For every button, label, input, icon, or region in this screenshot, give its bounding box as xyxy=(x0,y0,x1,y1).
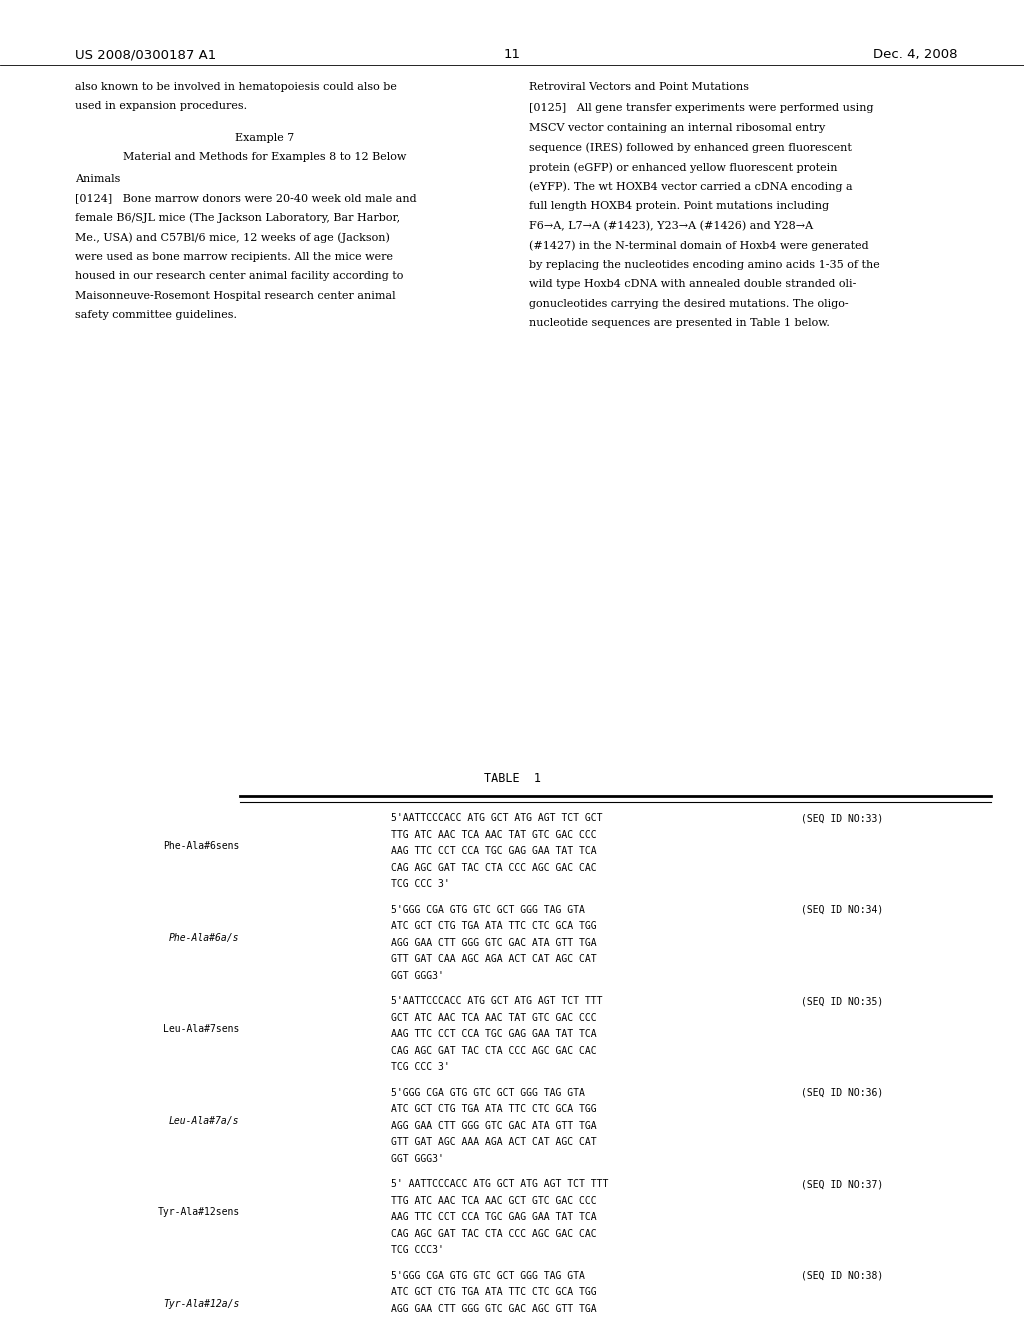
Text: (SEQ ID NO:35): (SEQ ID NO:35) xyxy=(801,997,883,1006)
Text: (SEQ ID NO:34): (SEQ ID NO:34) xyxy=(801,904,883,915)
Text: sequence (IRES) followed by enhanced green fluorescent: sequence (IRES) followed by enhanced gre… xyxy=(529,143,852,153)
Text: GCT ATC AAC TCA AAC TAT GTC GAC CCC: GCT ATC AAC TCA AAC TAT GTC GAC CCC xyxy=(391,1012,597,1023)
Text: Tyr-Ala#12a/s: Tyr-Ala#12a/s xyxy=(163,1299,240,1309)
Text: [0124]   Bone marrow donors were 20-40 week old male and: [0124] Bone marrow donors were 20-40 wee… xyxy=(75,193,417,203)
Text: GTT GAT CAA AGC AGA ACT CAT AGC CAT: GTT GAT CAA AGC AGA ACT CAT AGC CAT xyxy=(391,954,597,964)
Text: TABLE  1: TABLE 1 xyxy=(483,772,541,785)
Text: Example 7: Example 7 xyxy=(234,132,294,143)
Text: F6→A, L7→A (#1423), Y23→A (#1426) and Y28→A: F6→A, L7→A (#1423), Y23→A (#1426) and Y2… xyxy=(529,220,813,231)
Text: 5'AATTCCCACC ATG GCT ATG AGT TCT GCT: 5'AATTCCCACC ATG GCT ATG AGT TCT GCT xyxy=(391,813,603,824)
Text: 5'GGG CGA GTG GTC GCT GGG TAG GTA: 5'GGG CGA GTG GTC GCT GGG TAG GTA xyxy=(391,1271,585,1280)
Text: (SEQ ID NO:36): (SEQ ID NO:36) xyxy=(801,1088,883,1098)
Text: safety committee guidelines.: safety committee guidelines. xyxy=(75,310,237,321)
Text: AAG TTC CCT CCA TGC GAG GAA TAT TCA: AAG TTC CCT CCA TGC GAG GAA TAT TCA xyxy=(391,1030,597,1039)
Text: full length HOXB4 protein. Point mutations including: full length HOXB4 protein. Point mutatio… xyxy=(529,201,829,211)
Text: Phe-Ala#6a/s: Phe-Ala#6a/s xyxy=(169,933,240,942)
Text: CAG AGC GAT TAC CTA CCC AGC GAC CAC: CAG AGC GAT TAC CTA CCC AGC GAC CAC xyxy=(391,1229,597,1239)
Text: Leu-Ala#7a/s: Leu-Ala#7a/s xyxy=(169,1115,240,1126)
Text: GTT GAT AGC AAA AGA ACT CAT AGC CAT: GTT GAT AGC AAA AGA ACT CAT AGC CAT xyxy=(391,1138,597,1147)
Text: AGG GAA CTT GGG GTC GAC ATA GTT TGA: AGG GAA CTT GGG GTC GAC ATA GTT TGA xyxy=(391,937,597,948)
Text: TTG ATC AAC TCA AAC TAT GTC GAC CCC: TTG ATC AAC TCA AAC TAT GTC GAC CCC xyxy=(391,830,597,840)
Text: 5'GGG CGA GTG GTC GCT GGG TAG GTA: 5'GGG CGA GTG GTC GCT GGG TAG GTA xyxy=(391,904,585,915)
Text: 11: 11 xyxy=(504,49,520,61)
Text: TTG ATC AAC TCA AAC GCT GTC GAC CCC: TTG ATC AAC TCA AAC GCT GTC GAC CCC xyxy=(391,1196,597,1206)
Text: 5'AATTCCCACC ATG GCT ATG AGT TCT TTT: 5'AATTCCCACC ATG GCT ATG AGT TCT TTT xyxy=(391,997,603,1006)
Text: GGT GGG3': GGT GGG3' xyxy=(391,1154,444,1164)
Text: Retroviral Vectors and Point Mutations: Retroviral Vectors and Point Mutations xyxy=(529,82,750,92)
Text: (SEQ ID NO:38): (SEQ ID NO:38) xyxy=(801,1271,883,1280)
Text: Material and Methods for Examples 8 to 12 Below: Material and Methods for Examples 8 to 1… xyxy=(123,152,406,162)
Text: 5'GGG CGA GTG GTC GCT GGG TAG GTA: 5'GGG CGA GTG GTC GCT GGG TAG GTA xyxy=(391,1088,585,1098)
Text: (#1427) in the N-terminal domain of Hoxb4 were generated: (#1427) in the N-terminal domain of Hoxb… xyxy=(529,240,869,251)
Text: ATC GCT CTG TGA ATA TTC CTC GCA TGG: ATC GCT CTG TGA ATA TTC CTC GCA TGG xyxy=(391,1105,597,1114)
Text: (eYFP). The wt HOXB4 vector carried a cDNA encoding a: (eYFP). The wt HOXB4 vector carried a cD… xyxy=(529,181,853,191)
Text: US 2008/0300187 A1: US 2008/0300187 A1 xyxy=(75,49,216,61)
Text: (SEQ ID NO:33): (SEQ ID NO:33) xyxy=(801,813,883,824)
Text: CAG AGC GAT TAC CTA CCC AGC GAC CAC: CAG AGC GAT TAC CTA CCC AGC GAC CAC xyxy=(391,1045,597,1056)
Text: female B6/SJL mice (The Jackson Laboratory, Bar Harbor,: female B6/SJL mice (The Jackson Laborato… xyxy=(75,213,400,223)
Text: AGG GAA CTT GGG GTC GAC AGC GTT TGA: AGG GAA CTT GGG GTC GAC AGC GTT TGA xyxy=(391,1304,597,1313)
Text: protein (eGFP) or enhanced yellow fluorescent protein: protein (eGFP) or enhanced yellow fluore… xyxy=(529,162,838,173)
Text: Tyr-Ala#12sens: Tyr-Ala#12sens xyxy=(158,1208,240,1217)
Text: CAG AGC GAT TAC CTA CCC AGC GAC CAC: CAG AGC GAT TAC CTA CCC AGC GAC CAC xyxy=(391,863,597,873)
Text: housed in our research center animal facility according to: housed in our research center animal fac… xyxy=(75,272,403,281)
Text: MSCV vector containing an internal ribosomal entry: MSCV vector containing an internal ribos… xyxy=(529,123,825,133)
Text: Phe-Ala#6sens: Phe-Ala#6sens xyxy=(163,841,240,851)
Text: Me., USA) and C57Bl/6 mice, 12 weeks of age (Jackson): Me., USA) and C57Bl/6 mice, 12 weeks of … xyxy=(75,232,389,243)
Text: AAG TTC CCT CCA TGC GAG GAA TAT TCA: AAG TTC CCT CCA TGC GAG GAA TAT TCA xyxy=(391,846,597,857)
Text: TCG CCC 3': TCG CCC 3' xyxy=(391,1063,450,1072)
Text: ATC GCT CTG TGA ATA TTC CTC GCA TGG: ATC GCT CTG TGA ATA TTC CTC GCA TGG xyxy=(391,921,597,931)
Text: 5' AATTCCCACC ATG GCT ATG AGT TCT TTT: 5' AATTCCCACC ATG GCT ATG AGT TCT TTT xyxy=(391,1180,608,1189)
Text: Animals: Animals xyxy=(75,174,120,183)
Text: (SEQ ID NO:37): (SEQ ID NO:37) xyxy=(801,1180,883,1189)
Text: AGG GAA CTT GGG GTC GAC ATA GTT TGA: AGG GAA CTT GGG GTC GAC ATA GTT TGA xyxy=(391,1121,597,1131)
Text: nucleotide sequences are presented in Table 1 below.: nucleotide sequences are presented in Ta… xyxy=(529,318,830,329)
Text: [0125]   All gene transfer experiments were performed using: [0125] All gene transfer experiments wer… xyxy=(529,103,873,114)
Text: GGT GGG3': GGT GGG3' xyxy=(391,970,444,981)
Text: wild type Hoxb4 cDNA with annealed double stranded oli-: wild type Hoxb4 cDNA with annealed doubl… xyxy=(529,279,857,289)
Text: TCG CCC3': TCG CCC3' xyxy=(391,1246,444,1255)
Text: used in expansion procedures.: used in expansion procedures. xyxy=(75,102,247,111)
Text: Maisonneuve-Rosemont Hospital research center animal: Maisonneuve-Rosemont Hospital research c… xyxy=(75,290,395,301)
Text: AAG TTC CCT CCA TGC GAG GAA TAT TCA: AAG TTC CCT CCA TGC GAG GAA TAT TCA xyxy=(391,1213,597,1222)
Text: gonucleotides carrying the desired mutations. The oligo-: gonucleotides carrying the desired mutat… xyxy=(529,298,849,309)
Text: TCG CCC 3': TCG CCC 3' xyxy=(391,879,450,890)
Text: Leu-Ala#7sens: Leu-Ala#7sens xyxy=(163,1024,240,1035)
Text: ATC GCT CTG TGA ATA TTC CTC GCA TGG: ATC GCT CTG TGA ATA TTC CTC GCA TGG xyxy=(391,1287,597,1298)
Text: by replacing the nucleotides encoding amino acids 1-35 of the: by replacing the nucleotides encoding am… xyxy=(529,260,881,269)
Text: also known to be involved in hematopoiesis could also be: also known to be involved in hematopoies… xyxy=(75,82,396,92)
Text: were used as bone marrow recipients. All the mice were: were used as bone marrow recipients. All… xyxy=(75,252,393,261)
Text: Dec. 4, 2008: Dec. 4, 2008 xyxy=(872,49,957,61)
